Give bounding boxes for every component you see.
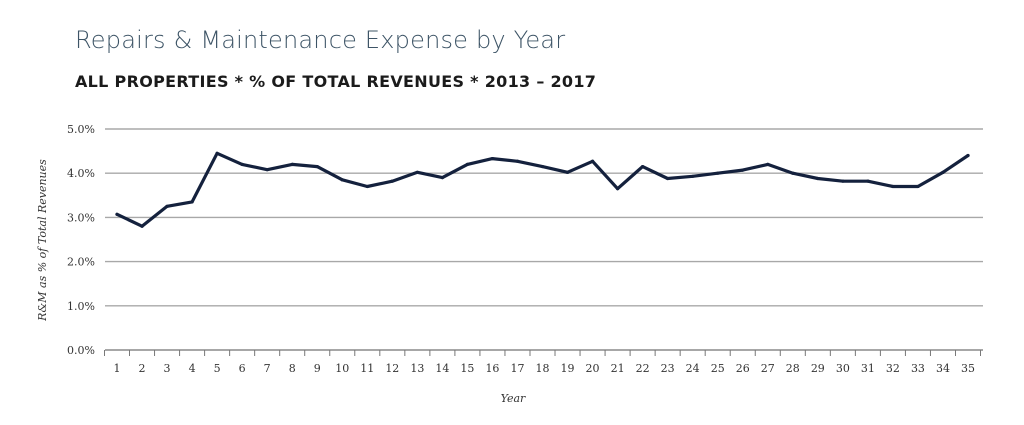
x-tick-label: 8 [289,362,296,375]
data-point [866,179,870,183]
x-tick-label: 16 [485,362,499,375]
x-tick-label: 22 [636,362,650,375]
data-point [165,204,169,208]
chart-subtitle: ALL PROPERTIES * % OF TOTAL REVENUES * 2… [75,72,597,91]
x-tick-label: 30 [836,362,850,375]
data-point [390,179,394,183]
data-point [841,179,845,183]
data-point [115,212,119,216]
data-point [791,171,795,175]
data-point [966,153,970,158]
x-tick-label: 12 [385,362,399,375]
y-tick-label: 1.0% [67,300,95,313]
x-tick-label: 18 [536,362,550,375]
y-tick-label: 2.0% [67,256,95,269]
x-tick-label: 17 [510,362,524,375]
data-point [691,174,695,178]
data-point [140,224,144,228]
y-tick-label: 5.0% [67,123,95,136]
x-tick-label: 15 [460,362,474,375]
data-point [540,164,545,169]
data-point [716,171,720,175]
x-tick-label: 25 [711,362,725,375]
data-point [490,157,495,161]
data-point [615,187,620,191]
data-point [891,184,895,189]
x-tick-label: 6 [239,362,246,375]
data-point [666,176,670,181]
x-tick-label: 10 [335,362,349,375]
y-tick-label: 0.0% [67,344,95,357]
y-axis-title: R&M as % of Total Revenues [36,159,49,322]
data-point [816,176,820,181]
data-point [265,168,269,172]
x-tick-label: 28 [786,362,800,375]
x-tick-label: 4 [189,362,196,375]
x-tick-label: 14 [435,362,449,375]
gridlines [105,128,983,307]
data-point [290,162,294,166]
data-point [641,164,645,169]
data-point [215,151,219,155]
x-tick-label: 19 [561,362,575,375]
x-tick-label: 35 [961,362,975,375]
x-tick-label: 29 [811,362,825,375]
data-point [565,170,570,174]
data-point [415,170,419,174]
data-point [340,178,344,182]
x-tick-label: 1 [114,362,121,375]
series-line [115,151,970,228]
x-tick-label: 11 [360,362,374,375]
x-axis [103,349,983,356]
data-point [916,184,920,189]
x-tick-label: 33 [911,362,925,375]
x-tick-label: 34 [936,362,950,375]
data-point [741,168,745,172]
x-tick-label: 32 [886,362,900,375]
data-point [590,159,595,163]
data-point [440,176,444,180]
x-tick-label: 23 [661,362,675,375]
x-tick-label: 31 [861,362,875,375]
x-tick-label: 13 [410,362,424,375]
x-axis-tick-labels: 1 2 3 4 5 6 7 8 9 10 11 12 13 14 15 16 17 18 19 20 21 22 23 24 2… [114,362,976,375]
series-group [115,151,970,228]
y-axis-tick-labels: 0.0% 1.0% 2.0% 3.0% 4.0% 5.0% [67,123,95,357]
x-tick-label: 3 [164,362,171,375]
data-point [315,164,319,169]
x-axis-title: Year [501,392,526,405]
x-tick-label: 9 [314,362,321,375]
x-tick-label: 5 [214,362,221,375]
x-tick-label: 21 [611,362,625,375]
data-point [766,162,770,166]
data-point [365,184,369,189]
x-tick-label: 24 [686,362,700,375]
data-point [190,200,194,204]
x-tick-label: 7 [264,362,271,375]
data-point [515,159,520,163]
data-point [240,162,244,166]
y-tick-label: 3.0% [67,211,95,224]
data-point [465,162,470,166]
data-point [941,170,945,174]
chart-title: Repairs & Maintenance Expense by Year [75,26,566,54]
x-tick-label: 26 [736,362,750,375]
x-tick-label: 27 [761,362,775,375]
x-tick-label: 20 [586,362,600,375]
x-tick-label: 2 [139,362,146,375]
y-tick-label: 4.0% [67,167,95,180]
